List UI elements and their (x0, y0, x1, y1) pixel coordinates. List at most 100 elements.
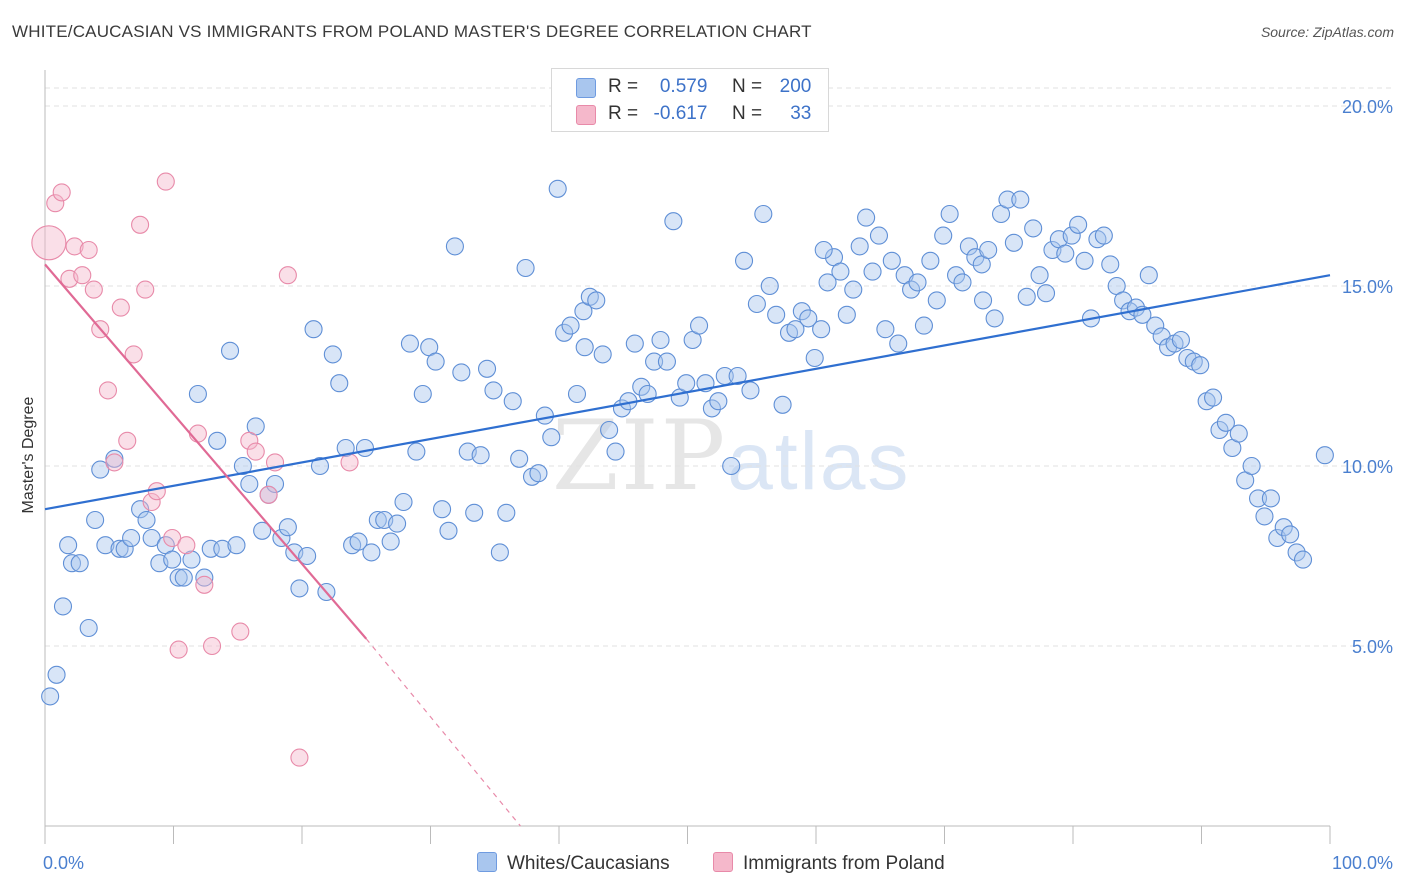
data-point-whites (792, 302, 811, 321)
legend-n-value: 33 (790, 103, 812, 124)
y-axis-label: Master's Degree (20, 396, 37, 513)
data-point-whites (142, 528, 161, 548)
data-point-whites (1011, 190, 1030, 209)
data-point-whites (471, 446, 490, 465)
data-point-poland (340, 453, 359, 472)
data-point-whites (535, 406, 554, 425)
data-point-whites (122, 528, 141, 548)
data-point-poland (177, 536, 196, 555)
data-point-whites (734, 251, 754, 270)
data-point-whites (59, 536, 78, 555)
data-point-whites (998, 190, 1017, 209)
data-point-whites (115, 539, 134, 558)
watermark-atlas: atlas (727, 416, 911, 507)
data-point-whites (799, 309, 818, 328)
data-point-whites (664, 212, 683, 231)
data-point-whites (1094, 226, 1113, 245)
data-point-whites (407, 442, 426, 461)
data-point-whites (445, 237, 464, 256)
data-point-whites (709, 392, 728, 411)
data-point-poland (46, 194, 65, 213)
series-whites-points (41, 179, 1334, 706)
data-point-whites (1056, 244, 1075, 263)
data-point-whites (1075, 251, 1094, 270)
y-tick-label: 15.0% (1342, 277, 1393, 297)
data-point-whites (413, 384, 432, 404)
data-point-whites (882, 251, 901, 270)
data-point-whites (290, 579, 309, 598)
data-point-whites (837, 305, 856, 324)
data-point-whites (786, 320, 805, 339)
data-point-whites (1281, 525, 1300, 544)
data-point-whites (1101, 255, 1120, 274)
data-point-poland (188, 424, 207, 443)
data-point-whites (362, 543, 381, 562)
data-point-whites (86, 510, 105, 530)
data-point-poland (136, 280, 155, 299)
data-point-whites (542, 428, 561, 447)
x-tick-label: 0.0% (43, 853, 84, 873)
legend-n-label: N = (731, 103, 763, 124)
data-point-whites (934, 226, 953, 245)
data-point-whites (953, 273, 972, 292)
data-point-whites (304, 320, 323, 339)
data-point-whites (388, 514, 407, 533)
data-point-whites (465, 503, 484, 522)
data-point-whites (195, 568, 214, 587)
data-point-whites (889, 334, 908, 353)
trend-line-whites (44, 274, 1331, 511)
data-point-whites (567, 384, 587, 404)
data-point-whites (940, 204, 959, 224)
data-point-whites (814, 240, 833, 260)
data-point-whites (484, 381, 503, 400)
data-point-whites (233, 456, 252, 476)
data-point-whites (869, 226, 889, 245)
data-point-whites (336, 438, 355, 458)
data-point-whites (1017, 287, 1036, 306)
legend-swatch-blue (576, 78, 596, 98)
data-point-whites (773, 395, 792, 414)
legend-n-value: 200 (779, 76, 812, 97)
data-point-whites (908, 273, 927, 292)
y-tick-label: 20.0% (1342, 97, 1393, 117)
data-point-whites (587, 291, 606, 310)
data-point-whites (645, 352, 664, 371)
data-point-whites (182, 550, 201, 569)
data-point-whites (702, 399, 721, 418)
data-point-whites (973, 291, 993, 310)
legend-r-label: R = (608, 76, 639, 97)
data-point-whites (497, 503, 516, 522)
legend-n-label: N = (731, 76, 763, 97)
bottom-legend-whites: Whites/Caucasians (477, 852, 670, 876)
data-point-poland (259, 485, 278, 504)
data-point-whites (1146, 316, 1165, 335)
data-point-whites (914, 316, 933, 335)
trend-line-poland-extension (365, 638, 521, 827)
data-point-whites (555, 323, 574, 342)
axes (44, 70, 1331, 844)
data-point-whites (927, 291, 946, 310)
data-point-whites (657, 352, 676, 371)
data-point-whites (1191, 356, 1210, 375)
data-point-whites (208, 431, 227, 450)
data-point-whites (921, 251, 940, 270)
data-point-whites (53, 597, 73, 616)
data-point-whites (310, 456, 330, 476)
data-point-whites (812, 320, 831, 339)
data-point-poland (246, 442, 265, 461)
data-point-whites (959, 237, 978, 256)
data-point-whites (1204, 388, 1223, 407)
data-point-poland (169, 640, 188, 659)
data-point-whites (355, 438, 375, 458)
data-point-whites (503, 392, 522, 411)
series-poland-points (31, 172, 359, 767)
data-point-whites (323, 345, 342, 364)
data-point-poland (147, 482, 166, 501)
data-point-whites (330, 374, 349, 393)
data-point-whites (47, 665, 66, 684)
data-point-whites (110, 539, 129, 558)
data-point-whites (1024, 219, 1043, 238)
data-point-whites (265, 474, 285, 494)
data-point-poland (73, 266, 92, 285)
